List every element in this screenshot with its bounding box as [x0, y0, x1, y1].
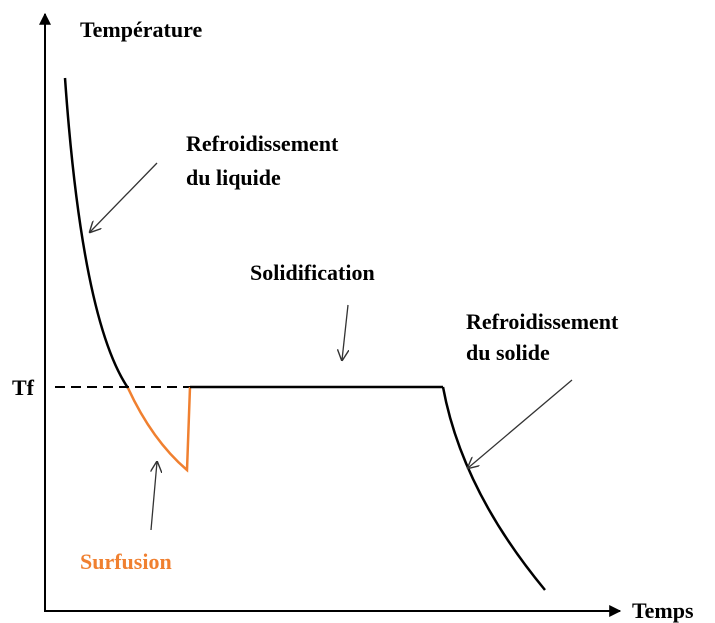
y-axis-label: Température — [80, 17, 202, 42]
annotation: du solide — [466, 340, 550, 365]
tf-label: Tf — [12, 375, 35, 400]
annotation: Refroidissement — [466, 309, 619, 334]
liquid-cooling-curve — [63, 77, 130, 389]
annotation: Solidification — [250, 260, 375, 285]
annotation: Refroidissement — [186, 131, 339, 156]
arrow — [151, 462, 157, 531]
solid-cooling-curve — [441, 386, 546, 591]
arrow — [342, 304, 348, 360]
annotation: Surfusion — [80, 549, 172, 574]
arrow — [90, 162, 158, 232]
x-axis-label: Temps — [632, 598, 694, 623]
arrow — [468, 379, 573, 468]
supercooling-curve — [126, 386, 192, 473]
annotation: du liquide — [186, 165, 281, 190]
